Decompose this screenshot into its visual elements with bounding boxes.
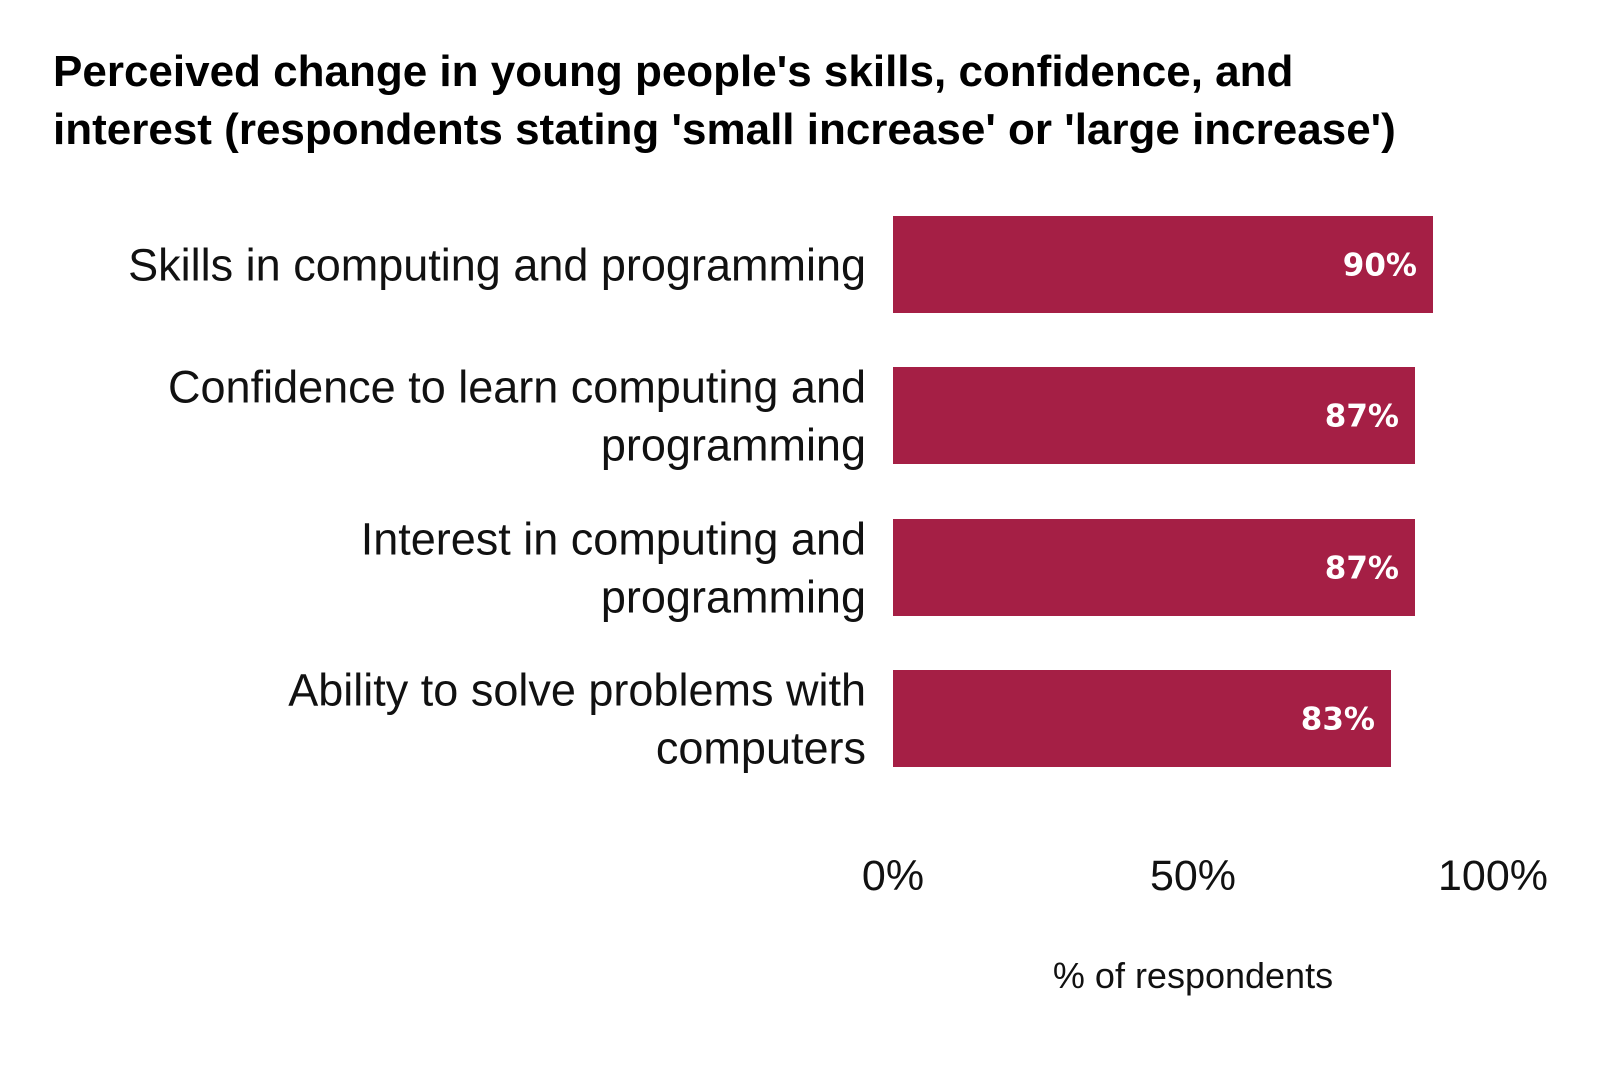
- bar-1: [893, 216, 1433, 313]
- data-label-3: 87%: [1325, 551, 1399, 587]
- x-axis-ticks: 0% 50% 100%: [862, 852, 1548, 900]
- data-label-1: 90%: [1343, 248, 1417, 284]
- data-label-2: 87%: [1325, 399, 1399, 435]
- category-labels: Skills in computing and programming Confi…: [128, 240, 866, 774]
- category-label-1: Skills in computing and programming: [128, 240, 866, 291]
- data-labels: 90% 87% 87% 83%: [1301, 248, 1417, 738]
- bar-3: [893, 519, 1415, 616]
- category-label-2-line-2: programming: [601, 420, 866, 471]
- category-label-3-line-1: Interest in computing and: [361, 514, 866, 565]
- chart-title: Perceived change in young people's skill…: [53, 47, 1396, 154]
- bars: [893, 216, 1433, 767]
- bar-4: [893, 670, 1391, 767]
- bar-2: [893, 367, 1415, 464]
- x-tick-label-3: 100%: [1438, 852, 1548, 900]
- x-tick-label-1: 0%: [862, 852, 924, 900]
- x-tick-label-2: 50%: [1150, 852, 1236, 900]
- category-label-3-line-2: programming: [601, 572, 866, 623]
- chart-title-line-2: interest (respondents stating 'small inc…: [53, 105, 1396, 154]
- category-label-4-line-2: computers: [656, 723, 866, 774]
- category-label-4-line-1: Ability to solve problems with: [288, 665, 866, 716]
- category-label-2-line-1: Confidence to learn computing and: [168, 362, 866, 413]
- x-axis-title: % of respondents: [1053, 955, 1333, 996]
- chart-title-line-1: Perceived change in young people's skill…: [53, 47, 1293, 96]
- data-label-4: 83%: [1301, 702, 1375, 738]
